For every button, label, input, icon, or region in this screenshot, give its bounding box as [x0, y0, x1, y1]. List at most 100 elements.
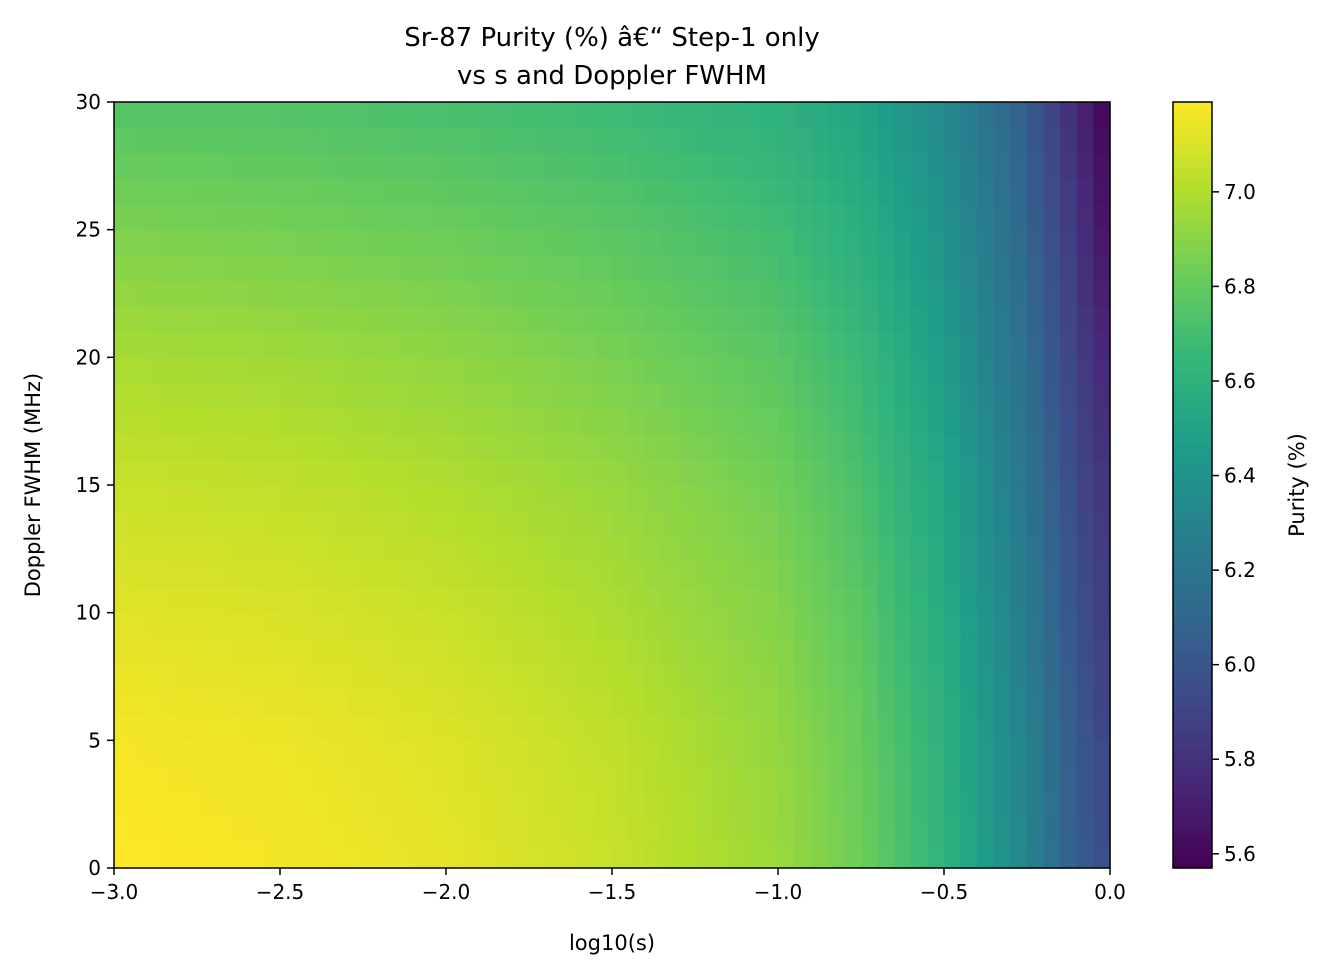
heatmap-cell [1027, 638, 1045, 665]
heatmap-cell [877, 127, 895, 154]
heatmap-cell [562, 561, 580, 588]
heatmap-cell [280, 612, 298, 639]
heatmap-cell [130, 714, 148, 741]
heatmap-cell [894, 255, 912, 282]
heatmap-cell [695, 485, 713, 512]
heatmap-cell [545, 306, 563, 333]
heatmap-cell [197, 255, 215, 282]
heatmap-cell [993, 740, 1011, 767]
heatmap-cell [230, 663, 248, 690]
heatmap-cell [661, 791, 679, 818]
heatmap-cell [661, 842, 679, 869]
heatmap-cell [844, 536, 862, 563]
colorbar-segment [1173, 305, 1212, 313]
heatmap-cell [827, 280, 845, 307]
heatmap-cell [645, 280, 663, 307]
colorbar-segment [1173, 257, 1212, 265]
heatmap-cell [479, 663, 497, 690]
heatmap-cell [197, 153, 215, 180]
heatmap-cell [346, 663, 364, 690]
heatmap-cell [130, 408, 148, 435]
heatmap-cell [412, 306, 430, 333]
heatmap-cell [861, 714, 879, 741]
heatmap-cell [363, 587, 381, 614]
heatmap-cell [977, 740, 995, 767]
heatmap-cell [1043, 714, 1061, 741]
colorbar-segment [1173, 419, 1212, 426]
heatmap-cell [313, 357, 331, 384]
heatmap-cell [180, 587, 198, 614]
heatmap-cell [711, 459, 729, 486]
heatmap-cell [744, 306, 762, 333]
heatmap-cell [346, 561, 364, 588]
heatmap-cell [778, 765, 796, 792]
heatmap-cell [329, 357, 347, 384]
heatmap-cell [711, 740, 729, 767]
heatmap-cell [794, 127, 812, 154]
heatmap-cell [230, 331, 248, 358]
heatmap-cell [495, 331, 513, 358]
heatmap-cell [1010, 485, 1028, 512]
heatmap-cell [612, 255, 630, 282]
heatmap-cell [910, 765, 928, 792]
heatmap-cell [495, 433, 513, 461]
heatmap-cell [429, 765, 447, 792]
colorbar-segment [1173, 119, 1212, 127]
heatmap-cell [529, 102, 547, 129]
heatmap-cell [213, 229, 231, 256]
heatmap-cell [910, 433, 928, 461]
heatmap-cell [313, 536, 331, 563]
heatmap-cell [147, 127, 165, 154]
heatmap-cell [313, 842, 331, 869]
heatmap-cell [794, 536, 812, 563]
heatmap-cell [114, 612, 132, 639]
heatmap-cell [744, 153, 762, 180]
heatmap-cell [230, 382, 248, 409]
heatmap-cell [861, 382, 879, 409]
heatmap-cell [977, 765, 995, 792]
heatmap-cell [479, 433, 497, 461]
heatmap-cell [246, 510, 264, 537]
colorbar-segment [1173, 502, 1212, 510]
heatmap-cell [993, 459, 1011, 486]
colorbar-segment [1173, 281, 1212, 289]
heatmap-cell [894, 229, 912, 256]
heatmap-cell [661, 204, 679, 231]
heatmap-cell [578, 382, 596, 409]
heatmap-cell [479, 638, 497, 665]
heatmap-cell [894, 459, 912, 486]
heatmap-cell [429, 561, 447, 588]
heatmap-cell [695, 255, 713, 282]
heatmap-cell [147, 357, 165, 384]
heatmap-cell [379, 459, 397, 486]
heatmap-cell [910, 229, 928, 256]
heatmap-cell [1027, 842, 1045, 869]
heatmap-cell [944, 102, 962, 129]
heatmap-cell [246, 816, 264, 844]
heatmap-cell [512, 357, 530, 384]
heatmap-cell [910, 178, 928, 205]
heatmap-cell [794, 816, 812, 844]
colorbar-segment [1173, 814, 1212, 821]
heatmap-cell [396, 382, 414, 409]
heatmap-cell [661, 102, 679, 129]
colorbar-segment [1173, 628, 1212, 636]
heatmap-cell [944, 357, 962, 384]
heatmap-cell [329, 689, 347, 716]
heatmap-cell [545, 612, 563, 639]
heatmap-cell [645, 714, 663, 741]
colorbar-segment [1173, 514, 1212, 522]
heatmap-cell [877, 178, 895, 205]
heatmap-cell [163, 842, 181, 869]
heatmap-cell [645, 331, 663, 358]
heatmap-cell [645, 433, 663, 461]
heatmap-cell [944, 816, 962, 844]
heatmap-cell [1027, 306, 1045, 333]
heatmap-cell [628, 382, 646, 409]
heatmap-cell [213, 638, 231, 665]
heatmap-cell [794, 408, 812, 435]
heatmap-cell [1027, 102, 1045, 129]
heatmap-cell [412, 740, 430, 767]
heatmap-cell [877, 357, 895, 384]
heatmap-cell [827, 204, 845, 231]
